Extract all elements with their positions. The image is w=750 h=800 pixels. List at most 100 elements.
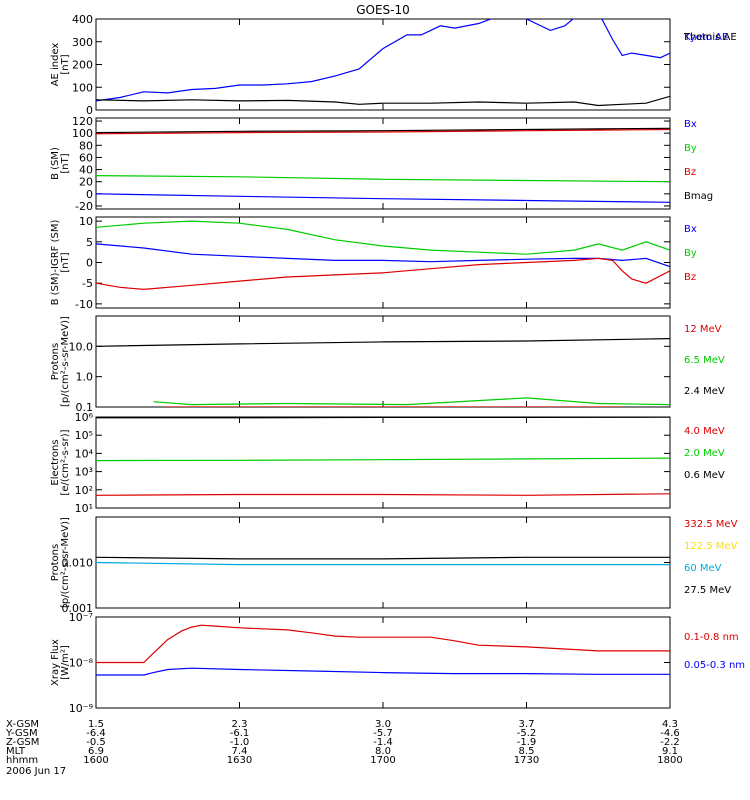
series-line-by (96, 175, 670, 183)
y-tick-label: 0.001 (62, 602, 94, 615)
footer-cell: 1630 (227, 755, 252, 766)
footer-cell: -5.7 (373, 728, 393, 739)
series-line-themis-ae (96, 95, 670, 107)
y-tick-label: 10⁵ (75, 429, 93, 442)
y-axis-label: Electrons (50, 439, 61, 485)
series-line-by (96, 220, 670, 255)
y-axis-label: [W/m²] (60, 645, 71, 680)
footer-row-label: Z-GSM (6, 737, 39, 748)
y-tick-label: 10.0 (69, 340, 94, 353)
legend-entry: 60 MeV (684, 563, 722, 574)
footer-cell: -6.4 (86, 728, 106, 739)
y-tick-label: 10⁻⁸ (69, 657, 94, 670)
footer-cell: 6.9 (88, 746, 104, 757)
y-axis-label: B (SM) (50, 147, 61, 180)
footer-cell: 3.0 (375, 719, 391, 730)
footer-cell: -0.5 (86, 737, 106, 748)
legend-entry: By (684, 143, 697, 154)
footer-cell: -1.9 (517, 737, 537, 748)
y-tick-label: 0 (86, 188, 93, 201)
y-tick-label: 60 (79, 151, 93, 164)
footer-cell: 7.4 (232, 746, 248, 757)
y-tick-label: 10³ (75, 466, 93, 479)
y-tick-label: 10⁶ (75, 411, 94, 424)
footer-cell: -5.2 (517, 728, 537, 739)
y-axis-label: Xray Flux (50, 639, 61, 686)
y-tick-label: -20 (75, 200, 93, 213)
footer-cell: 3.7 (519, 719, 535, 730)
series-line-27-5-mev (96, 556, 670, 560)
y-axis-label: [e/(cm²-s-sr)] (60, 429, 71, 495)
footer-cell: 9.1 (662, 746, 678, 757)
footer-cell: -1.0 (230, 737, 250, 748)
legend-entry: 0.6 MeV (684, 470, 725, 481)
y-axis-label: B (SM)-IGRF (SM) (50, 220, 61, 306)
legend-entry: 12 MeV (684, 324, 722, 335)
legend-entry: 2.0 MeV (684, 448, 725, 459)
footer-cell: 1700 (370, 755, 395, 766)
footer-row-label: Y-GSM (5, 728, 38, 739)
y-axis-label: [p/(cm²-s-sr-MeV)] (60, 316, 71, 407)
y-tick-label: 100 (72, 81, 93, 94)
legend-entry: Bz (684, 272, 696, 283)
y-tick-label: 100 (72, 127, 93, 140)
panel-frame (95, 315, 671, 408)
y-tick-label: 10⁻⁷ (69, 611, 93, 624)
legend-entry: 0.05-0.3 nm (684, 660, 745, 671)
footer-row-label: X-GSM (6, 719, 39, 730)
legend-entry: 0.1-0.8 nm (684, 632, 739, 643)
y-tick-label: 10² (75, 484, 93, 497)
y-axis-label: [nT] (60, 252, 71, 272)
series-line-bx (96, 243, 670, 268)
y-tick-label: 300 (72, 36, 93, 49)
y-tick-label: 400 (72, 13, 93, 26)
y-axis-label: [nT] (60, 153, 71, 173)
y-tick-label: -5 (82, 277, 93, 290)
y-tick-label: 40 (79, 164, 93, 177)
panel-frame (95, 18, 671, 111)
footer-row-label: hhmm (6, 755, 38, 766)
legend-entry: Themis AE (683, 32, 737, 43)
legend-entry: Kyoto AE (684, 32, 728, 43)
footer-row-label: MLT (6, 746, 26, 757)
legend-entry: Bx (684, 224, 697, 235)
y-tick-label: 10 (79, 215, 93, 228)
footer-cell: 2.3 (232, 719, 248, 730)
series-line-2-0-mev (96, 457, 670, 462)
series-line-2-4-mev (96, 338, 670, 347)
series-line-0-05-0-3-nm (96, 667, 670, 676)
y-axis-label: [nT] (60, 54, 71, 74)
legend-entry: By (684, 248, 697, 259)
footer-cell: 1.5 (88, 719, 104, 730)
series-line-bz (96, 255, 670, 291)
panel-electrons: 10¹ 10² 10³ 10⁴ 10⁵ 10⁶ Electrons [e/(cm²-s-sr)… (50, 411, 725, 515)
footer-cell: 1600 (83, 755, 108, 766)
footer-cell: -6.1 (230, 728, 250, 739)
y-tick-label: 10¹ (75, 502, 93, 515)
legend-entry: 27.5 MeV (684, 585, 731, 596)
y-tick-label: 0 (86, 257, 93, 270)
y-tick-label: 0.010 (62, 557, 94, 570)
y-tick-label: 5 (86, 236, 93, 249)
legend-entry: 6.5 MeV (684, 355, 725, 366)
footer-cell: 1800 (657, 755, 682, 766)
y-tick-label: 200 (72, 59, 93, 72)
series-line-0-1-0-8-nm (96, 624, 670, 664)
footer-cell: 8.0 (375, 746, 391, 757)
y-tick-label: 0.1 (76, 401, 94, 414)
panel-protons1: 0.1 1.0 10.0 Protons [p/(cm²-s-sr-MeV)] 12 Me… (50, 315, 725, 414)
panel-ae: 0 100 200 300 400 AE index [nT] Kyoto AEThemis … (50, 13, 737, 117)
panel-xray: 10⁻⁹ 10⁻⁸ 10⁻⁷ Xray Flux [W/m²] 0.1-0.8 nm 0.0… (50, 611, 745, 715)
series-line-6-5-mev (153, 397, 670, 406)
y-axis-label: AE index (50, 43, 61, 87)
y-tick-label: 1.0 (76, 371, 94, 384)
panel-frame (95, 216, 671, 309)
legend-entry: Bx (684, 119, 697, 130)
y-tick-label: 10⁴ (75, 447, 94, 460)
series-line-bx (96, 193, 670, 203)
series-line-kyoto-ae (96, 19, 670, 102)
